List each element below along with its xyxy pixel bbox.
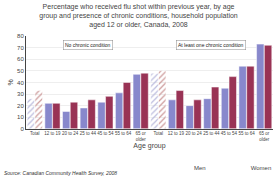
- svg-text:45 to 54: 45 to 54: [221, 131, 238, 136]
- svg-text:55 to 64: 55 to 64: [238, 131, 255, 136]
- svg-text:Age group: Age group: [133, 142, 165, 150]
- svg-text:25 to 44: 25 to 44: [80, 131, 97, 136]
- svg-text:Source: Canadian Community Hea: Source: Canadian Community Health Survey…: [4, 170, 117, 176]
- svg-text:55 to 64: 55 to 64: [115, 131, 132, 136]
- svg-text:12 to 19: 12 to 19: [168, 131, 185, 136]
- svg-text:50: 50: [17, 68, 24, 74]
- svg-text:80: 80: [17, 33, 24, 39]
- svg-text:12 to 19: 12 to 19: [44, 131, 61, 136]
- svg-text:45 to 54: 45 to 54: [97, 131, 114, 136]
- svg-text:30: 30: [17, 91, 24, 97]
- svg-text:Percentage who received flu sh: Percentage who received flu shot within …: [39, 3, 238, 29]
- svg-text:Women: Women: [251, 165, 272, 171]
- svg-text:20: 20: [17, 103, 24, 109]
- svg-text:0: 0: [20, 126, 24, 132]
- svg-text:25 to 44: 25 to 44: [203, 131, 220, 136]
- svg-text:10: 10: [17, 114, 24, 120]
- svg-text:70: 70: [17, 45, 24, 51]
- svg-text:No chronic condition: No chronic condition: [65, 42, 111, 48]
- svg-text:60: 60: [17, 56, 24, 62]
- svg-text:40: 40: [17, 80, 24, 86]
- svg-text:Men: Men: [194, 165, 206, 171]
- svg-text:65 orolder: 65 orolder: [259, 131, 270, 142]
- svg-text:20 to 24: 20 to 24: [185, 131, 202, 136]
- svg-text:20 to 24: 20 to 24: [62, 131, 79, 136]
- svg-text:65 orolder: 65 orolder: [136, 131, 147, 142]
- svg-text:%: %: [7, 79, 14, 85]
- svg-text:Total: Total: [154, 131, 164, 136]
- svg-text:At least one chronic condition: At least one chronic condition: [178, 42, 244, 48]
- svg-text:Total: Total: [30, 131, 40, 136]
